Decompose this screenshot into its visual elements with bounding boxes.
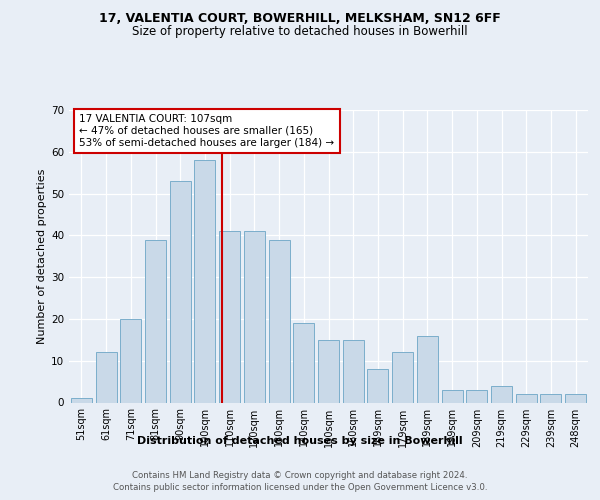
Bar [219,231,240,402]
Text: 17 VALENTIA COURT: 107sqm
← 47% of detached houses are smaller (165)
53% of semi: 17 VALENTIA COURT: 107sqm ← 47% of detac… [79,114,335,148]
Bar [442,390,463,402]
Bar [293,323,314,402]
Bar [541,394,562,402]
Bar [120,319,141,402]
Bar [343,340,364,402]
Text: Contains public sector information licensed under the Open Government Licence v3: Contains public sector information licen… [113,482,487,492]
Bar [466,390,487,402]
Bar [565,394,586,402]
Bar [194,160,215,402]
Text: 17, VALENTIA COURT, BOWERHILL, MELKSHAM, SN12 6FF: 17, VALENTIA COURT, BOWERHILL, MELKSHAM,… [99,12,501,26]
Y-axis label: Number of detached properties: Number of detached properties [37,168,47,344]
Bar [417,336,438,402]
Bar [145,240,166,402]
Bar [392,352,413,403]
Text: Distribution of detached houses by size in Bowerhill: Distribution of detached houses by size … [137,436,463,446]
Bar [71,398,92,402]
Text: Contains HM Land Registry data © Crown copyright and database right 2024.: Contains HM Land Registry data © Crown c… [132,471,468,480]
Bar [170,181,191,402]
Bar [95,352,116,403]
Text: Size of property relative to detached houses in Bowerhill: Size of property relative to detached ho… [132,25,468,38]
Bar [244,231,265,402]
Bar [318,340,339,402]
Bar [367,369,388,402]
Bar [269,240,290,402]
Bar [516,394,537,402]
Bar [491,386,512,402]
